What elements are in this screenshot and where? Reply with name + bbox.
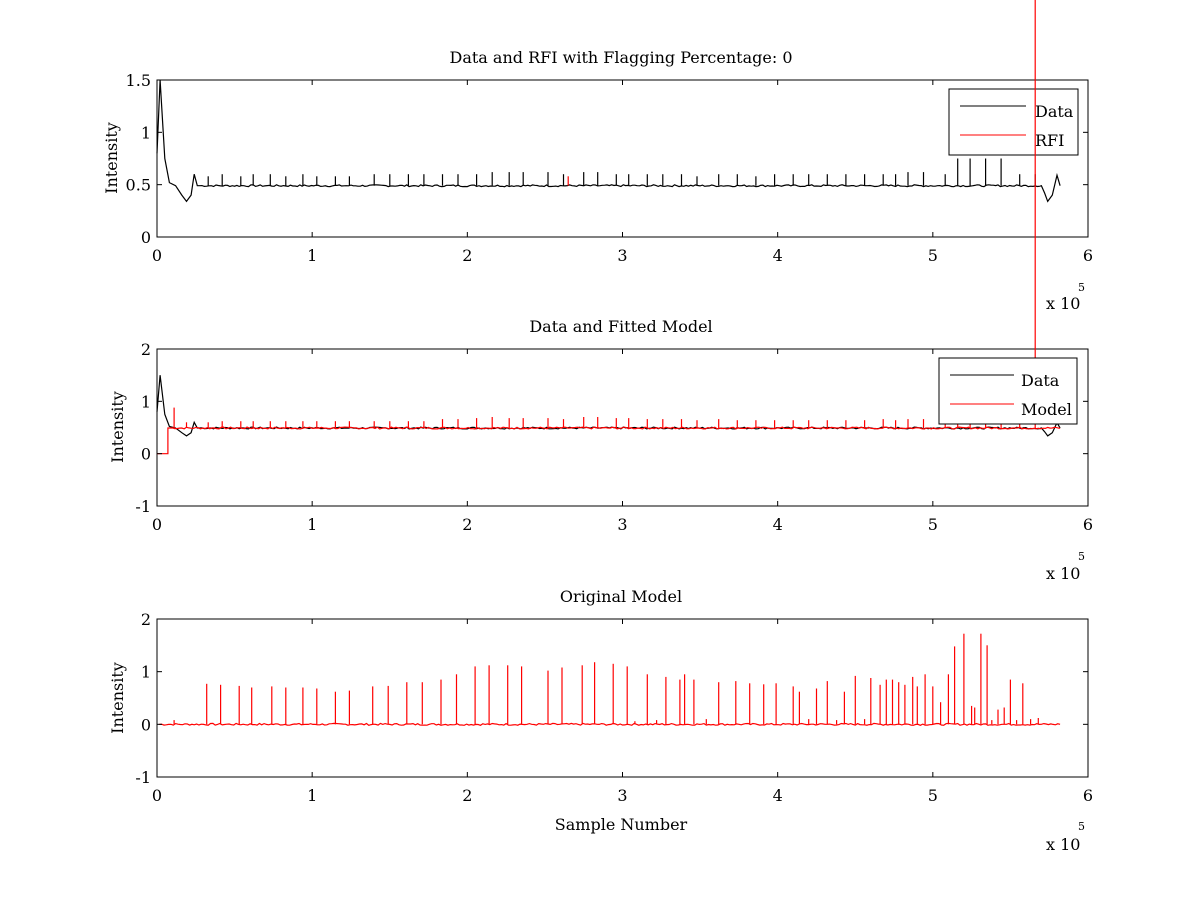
panel-2-ytick-label: 1 [141, 392, 151, 411]
panel-3-xtick-label: 5 [928, 786, 938, 805]
panel-2-xtick-label: 1 [307, 515, 317, 534]
panel-1-exponent: 5 [1078, 281, 1085, 294]
panel-3-exponent-label: x 10 [1046, 835, 1080, 854]
panel-1-title: Data and RFI with Flagging Percentage: 0 [449, 48, 792, 67]
panel-3-xlabel: Sample Number [555, 815, 688, 834]
panel-1-legend-label-data: Data [1035, 102, 1074, 121]
panel-3-xtick-label: 2 [462, 786, 472, 805]
panel-1-xtick-label: 1 [307, 246, 317, 265]
panel-3-ytick-label: 2 [141, 610, 151, 629]
panel-1-xtick-label: 3 [617, 246, 627, 265]
panel-3-ytick-label: -1 [135, 768, 151, 787]
panel-2-xtick-label: 4 [773, 515, 783, 534]
panel-1-legend-label-rfi: RFI [1035, 131, 1064, 150]
panel-1: Data and RFI with Flagging Percentage: 0… [102, 48, 1093, 313]
panel-2-legend-label-model: Model [1021, 400, 1072, 419]
panel-3-xtick-label: 6 [1083, 786, 1093, 805]
panel-1-series-data-line [156, 79, 1061, 203]
panel-3-xtick-label: 3 [617, 786, 627, 805]
panel-1-ytick-label: 1.5 [126, 71, 151, 90]
panel-1-ytick-label: 0.5 [126, 176, 151, 195]
panel-3-series-model-line [159, 722, 1061, 726]
panel-3-xtick-label: 4 [773, 786, 783, 805]
panel-1-ticks: 0 1 2 3 4 5 6 0 0.5 1 1.5 [126, 71, 1094, 265]
panel-3-series-model [159, 633, 1061, 726]
panel-1-ylabel: Intensity [102, 122, 121, 194]
panel-1-xtick-label: 4 [773, 246, 783, 265]
panel-3-ytick-label: 0 [141, 715, 151, 734]
panel-3-ylabel: Intensity [108, 662, 127, 734]
panel-3-xtick-label: 1 [307, 786, 317, 805]
panel-1-axes [156, 79, 1089, 238]
panel-1-exponent-label: x 10 [1046, 294, 1080, 313]
panel-3-exponent: 5 [1078, 820, 1085, 833]
panel-2-exponent: 5 [1078, 550, 1085, 563]
panel-1-xtick-label: 6 [1083, 246, 1093, 265]
panel-2-series-model [157, 0, 1061, 455]
panel-2-xtick-label: 6 [1083, 515, 1093, 534]
panel-2-ytick-label: -1 [135, 497, 151, 516]
panel-1-legend: Data RFI [948, 88, 1079, 156]
panel-2-xtick-label: 0 [152, 515, 162, 534]
panel-2-ytick-label: 2 [141, 340, 151, 359]
panel-2-legend-box [938, 357, 1078, 425]
panel-2-legend: Data Model [938, 357, 1078, 425]
panel-3-ytick-label: 1 [141, 663, 151, 682]
panel-2-legend-label-data: Data [1021, 371, 1060, 390]
panel-1-series-data [156, 79, 1061, 203]
panel-2-ytick-label: 0 [141, 445, 151, 464]
panel-2-series-model-line [157, 426, 1061, 455]
panel-3-xtick-label: 0 [152, 786, 162, 805]
panel-1-legend-box [948, 88, 1079, 156]
panel-2-xtick-label: 2 [462, 515, 472, 534]
panel-1-ytick-label: 1 [141, 123, 151, 142]
panel-1-ytick-label: 0 [141, 228, 151, 247]
panel-2-ylabel: Intensity [108, 391, 127, 463]
panel-2-xtick-label: 3 [617, 515, 627, 534]
panel-2-xtick-label: 5 [928, 515, 938, 534]
panel-1-xtick-label: 2 [462, 246, 472, 265]
panel-1-xtick-label: 0 [152, 246, 162, 265]
panel-2-exponent-label: x 10 [1046, 564, 1080, 583]
panel-3-title: Original Model [560, 587, 682, 606]
panel-2-title: Data and Fitted Model [529, 317, 712, 336]
panel-1-xtick-label: 5 [928, 246, 938, 265]
